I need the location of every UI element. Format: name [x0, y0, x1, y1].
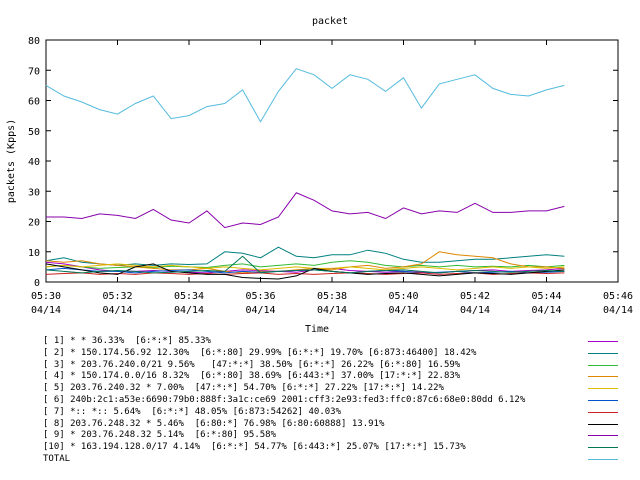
series-line-2: [45, 246, 565, 266]
series-line-4: [45, 251, 565, 274]
x-tick-date: 04/14: [102, 305, 132, 316]
x-axis: 05:30 04/14 05:32 04/14 05:34 04/14 05:36 04/14…: [31, 40, 633, 316]
y-tick-label: 70: [28, 66, 40, 77]
x-tick-date: 04/14: [245, 305, 275, 316]
y-tick-label: 0: [34, 278, 40, 289]
x-tick-date: 04/14: [317, 305, 347, 316]
x-tick-time: 05:38: [317, 291, 347, 302]
series-line-5: [45, 263, 565, 271]
x-tick-date: 04/14: [31, 305, 61, 316]
x-tick-time: 05:42: [460, 291, 490, 302]
x-tick-time: 05:46: [603, 291, 633, 302]
y-axis-label: packets (Kpps): [6, 119, 17, 203]
y-tick-label: 50: [28, 127, 40, 138]
y-tick-label: 20: [28, 218, 40, 229]
y-axis: 0 10 20 30 40 50 60 70 80: [28, 36, 618, 289]
plot-frame: [45, 39, 619, 283]
x-tick-date: 04/14: [603, 305, 633, 316]
x-tick-time: 05:30: [31, 291, 61, 302]
x-tick-time: 05:32: [102, 291, 132, 302]
y-tick-label: 10: [28, 248, 40, 259]
series-line-10: [45, 255, 565, 274]
x-tick-time: 05:40: [388, 291, 418, 302]
series-line-11: [45, 68, 565, 123]
y-tick-label: 60: [28, 97, 40, 108]
series-line-9: [46, 192, 565, 229]
x-tick-date: 04/14: [531, 305, 561, 316]
y-tick-label: 80: [28, 36, 40, 47]
series-line-8: [45, 263, 565, 280]
x-tick-time: 05:36: [245, 291, 275, 302]
x-tick-date: 04/14: [388, 305, 418, 316]
x-axis-label: Time: [305, 324, 329, 335]
y-tick-label: 30: [28, 187, 40, 198]
chart-title: packet: [312, 16, 348, 27]
x-tick-time: 05:44: [531, 291, 561, 302]
y-tick-label: 40: [28, 157, 40, 168]
x-tick-date: 04/14: [460, 305, 490, 316]
x-tick-time: 05:34: [174, 291, 204, 302]
series-lines: [45, 68, 565, 280]
x-tick-date: 04/14: [174, 305, 204, 316]
